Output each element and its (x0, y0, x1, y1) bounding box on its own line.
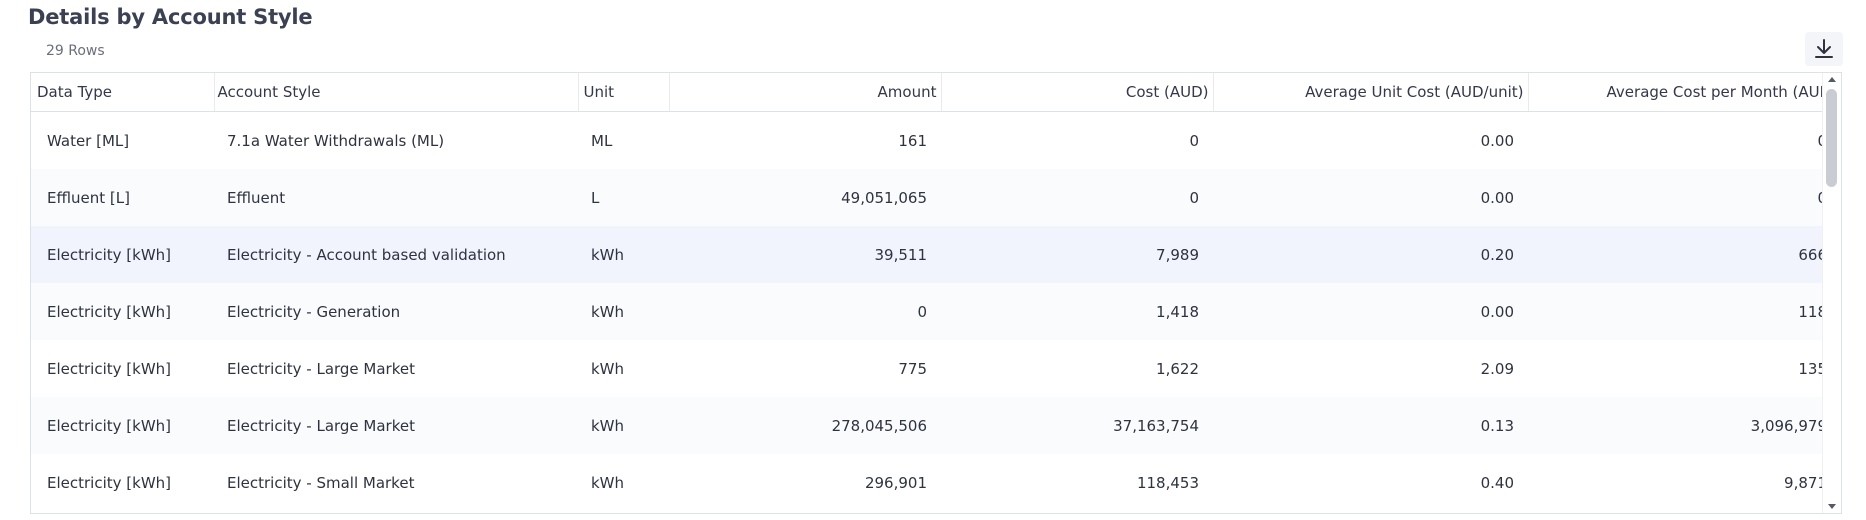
cell-data-type: Effluent [L] (31, 169, 214, 226)
scrollbar-thumb[interactable] (1826, 89, 1837, 187)
column-header-average-cost-per-month[interactable]: Average Cost per Month (AUD) (1528, 73, 1841, 112)
cell-cost: 37,163,754 (941, 397, 1213, 454)
cell-amount: 0 (669, 283, 941, 340)
panel-title: Details by Account Style (28, 5, 313, 29)
cell-average-cost-per-month: 0 (1528, 169, 1841, 226)
cell-data-type: Electricity [kWh] (47, 359, 172, 378)
account-style-table: Data Type Account Style Unit Amount Cost… (31, 73, 1841, 511)
cell-data-type: Electricity [kWh] (47, 473, 172, 492)
cell-average-unit-cost: 0.00 (1213, 169, 1528, 226)
cell-unit: kWh (578, 226, 669, 283)
cell-unit: kWh (591, 473, 625, 492)
cell-unit: kWh (578, 283, 669, 340)
cell-account-style: Electricity - Generation (214, 283, 578, 340)
cell-average-cost-per-month: 666 (1528, 226, 1841, 283)
column-header-amount[interactable]: Amount (669, 73, 942, 112)
row-count: 29 Rows (46, 43, 105, 59)
cell-average-unit-cost: 2.09 (1480, 359, 1514, 378)
table-row[interactable]: Electricity [kWh] Electricity - Small Ma… (31, 454, 1841, 511)
cell-average-unit-cost: 0.20 (1213, 226, 1528, 283)
cell-cost: 1,622 (1156, 359, 1199, 378)
cell-average-cost-per-month: 0 (1528, 112, 1841, 170)
cell-unit: kWh (591, 359, 625, 378)
cell-average-unit-cost: 0.00 (1480, 131, 1514, 150)
vertical-scrollbar[interactable] (1822, 73, 1841, 513)
scroll-down-arrow-icon[interactable] (1828, 504, 1836, 509)
cell-account-style: Effluent (214, 169, 578, 226)
cell-account-style: Electricity - Large Market (227, 359, 415, 378)
cell-amount: 39,511 (669, 226, 941, 283)
header-row: Data Type Account Style Unit Amount Cost… (31, 73, 1841, 112)
cell-amount: 161 (898, 131, 927, 150)
cell-average-cost-per-month: 118 (1528, 283, 1841, 340)
cell-data-type: Water [ML] (47, 131, 130, 150)
cell-cost: 0 (941, 169, 1213, 226)
cell-unit: kWh (578, 397, 669, 454)
table-row[interactable]: Electricity [kWh] Electricity - Generati… (31, 283, 1841, 340)
cell-average-cost-per-month: 135 (1798, 359, 1827, 378)
cell-average-unit-cost: 0.00 (1213, 283, 1528, 340)
table-row[interactable]: Water [ML] 7.1a Water Withdrawals (ML) M… (31, 112, 1841, 170)
cell-amount: 278,045,506 (669, 397, 941, 454)
cell-cost: 7,989 (941, 226, 1213, 283)
table-row[interactable]: Electricity [kWh] Electricity - Large Ma… (31, 397, 1841, 454)
table-row[interactable]: Effluent [L] Effluent L 49,051,065 0 0.0… (31, 169, 1841, 226)
download-button[interactable] (1805, 32, 1843, 66)
cell-amount: 775 (898, 359, 927, 378)
table-row[interactable]: Electricity [kWh] Electricity - Account … (31, 226, 1841, 283)
cell-account-style: 7.1a Water Withdrawals (ML) (227, 131, 445, 150)
cell-amount: 296,901 (864, 473, 927, 492)
cell-average-cost-per-month: 9,871 (1784, 473, 1827, 492)
scroll-up-arrow-icon[interactable] (1828, 77, 1836, 82)
cell-average-cost-per-month: 3,096,979 (1528, 397, 1841, 454)
column-header-cost[interactable]: Cost (AUD) (941, 73, 1214, 112)
table-row[interactable]: Electricity [kWh] Electricity - Large Ma… (31, 340, 1841, 397)
cell-amount: 49,051,065 (669, 169, 941, 226)
cell-account-style: Electricity - Large Market (214, 397, 578, 454)
cell-unit: L (578, 169, 669, 226)
column-header-unit[interactable]: Unit (578, 73, 670, 112)
cell-unit: ML (591, 131, 613, 150)
cell-cost: 0 (1189, 131, 1199, 150)
column-header-average-unit-cost[interactable]: Average Unit Cost (AUD/unit) (1213, 73, 1529, 112)
cell-average-unit-cost: 0.13 (1213, 397, 1528, 454)
cell-average-unit-cost: 0.40 (1480, 473, 1514, 492)
cell-cost: 118,453 (1136, 473, 1199, 492)
cell-cost: 1,418 (941, 283, 1213, 340)
cell-account-style: Electricity - Account based validation (214, 226, 578, 283)
grid-viewport: Data Type Account Style Unit Amount Cost… (31, 73, 1841, 513)
cell-data-type: Electricity [kWh] (31, 283, 214, 340)
cell-data-type: Electricity [kWh] (31, 226, 214, 283)
column-header-data-type[interactable]: Data Type (31, 73, 215, 112)
data-grid: Data Type Account Style Unit Amount Cost… (30, 72, 1842, 514)
column-header-account-style[interactable]: Account Style (214, 73, 579, 112)
cell-data-type: Electricity [kWh] (31, 397, 214, 454)
cell-account-style: Electricity - Small Market (227, 473, 415, 492)
download-icon (1815, 39, 1833, 58)
